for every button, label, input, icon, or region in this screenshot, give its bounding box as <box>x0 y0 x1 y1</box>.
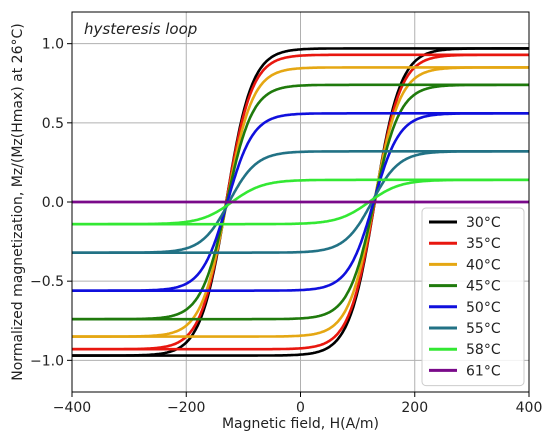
x-ticks: −400 −200 0 200 400 <box>53 392 543 416</box>
y-tick-label: 0.0 <box>42 195 64 211</box>
series-line-40C-descending <box>71 66 530 338</box>
y-tick-label: −0.5 <box>30 274 64 290</box>
x-tick-label: 400 <box>516 400 543 416</box>
x-tick-label: 0 <box>296 400 305 416</box>
x-tick-label: −200 <box>167 400 205 416</box>
legend-label-35C: 35°C <box>466 236 501 252</box>
y-ticks: −1.0 −0.5 0.0 0.5 1.0 <box>30 37 72 369</box>
series-line-50C-descending <box>71 112 530 293</box>
y-tick-label: 0.5 <box>42 116 64 132</box>
legend-label-40C: 40°C <box>466 257 501 273</box>
legend-label-61C: 61°C <box>466 363 501 379</box>
legend: 30°C 35°C 40°C 45°C 50°C 55°C 58°C 61°C <box>421 207 525 387</box>
y-tick-label: 1.0 <box>42 37 64 53</box>
annotation-text: hysteresis loop <box>84 20 197 38</box>
legend-label-58C: 58°C <box>466 342 501 358</box>
series-line-58C-descending <box>71 178 530 226</box>
y-axis-label: Normalized magnetization, Mz/(Mz(Hmax) a… <box>10 23 26 380</box>
series-line-35C-descending <box>71 53 530 351</box>
series-line-55C-descending <box>71 150 530 254</box>
x-tick-label: −400 <box>53 400 91 416</box>
series-line-30C-descending <box>71 47 530 357</box>
legend-label-45C: 45°C <box>466 279 501 295</box>
y-tick-label: −1.0 <box>30 353 64 369</box>
legend-label-55C: 55°C <box>466 321 501 337</box>
series-lines <box>71 47 530 357</box>
legend-label-30C: 30°C <box>466 215 501 231</box>
legend-box <box>421 207 525 387</box>
x-axis-label: Magnetic field, H(A/m) <box>222 416 379 432</box>
x-tick-label: 200 <box>401 400 428 416</box>
series-line-45C-descending <box>71 83 530 321</box>
legend-label-50C: 50°C <box>466 300 501 316</box>
